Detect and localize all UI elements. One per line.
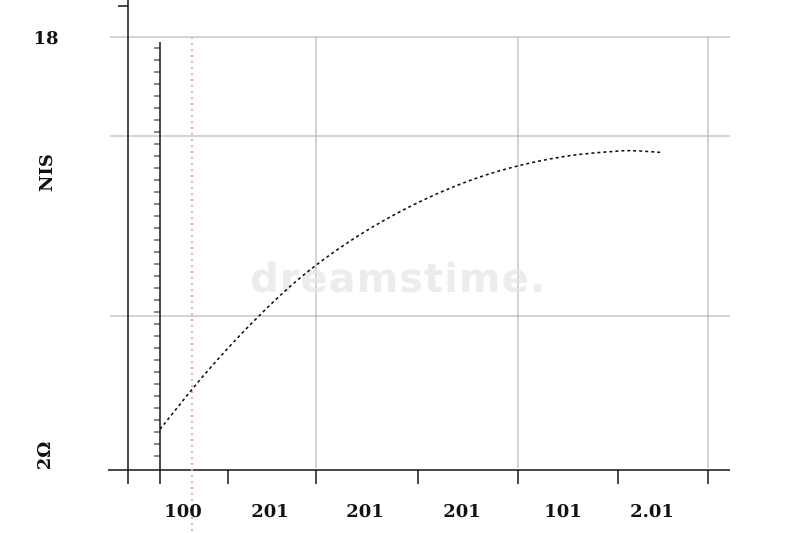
series-line <box>159 149 663 430</box>
y-tick-label-bottom: 2Ω <box>34 442 55 471</box>
x-tick-label: 101 <box>544 501 582 522</box>
y-axis-label: ΝΙS <box>36 154 57 192</box>
x-tick-label: 2.01 <box>630 501 674 522</box>
x-tick-label: 201 <box>251 501 289 522</box>
x-tick-label: 201 <box>346 501 384 522</box>
axes <box>108 0 730 484</box>
x-tick-label: 100 <box>164 501 202 522</box>
watermark: dreamstime. <box>250 256 546 302</box>
series-group <box>159 149 663 430</box>
x-tick-label: 201 <box>443 501 481 522</box>
grid-lines <box>110 36 730 468</box>
x-tick-labels: 100 201 201 201 101 2.01 <box>164 501 674 522</box>
y-tick-label-top: 18 <box>33 28 58 49</box>
